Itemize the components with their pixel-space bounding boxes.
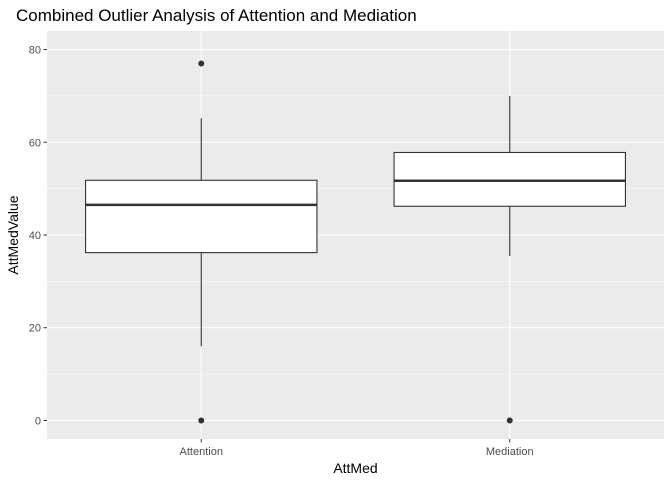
outlier-point [198,60,205,67]
x-tick-label: Mediation [486,446,534,458]
y-tick-label: 0 [35,415,41,427]
boxplot-attention [85,60,318,424]
x-tick-label: Attention [180,446,223,458]
boxplot-mediation [393,95,626,424]
outlier-point [506,417,513,424]
y-axis-title: AttMedValue [5,195,21,274]
outlier-point [198,417,205,424]
box-iqr [393,151,626,207]
boxplots [85,60,626,424]
box-iqr [85,179,318,254]
y-tick-label: 20 [29,323,41,335]
axis-ticks: 0 20 40 60 80 Attention Mediation [29,45,534,458]
y-tick-label: 60 [29,137,41,149]
chart-title: Combined Outlier Analysis of Attention a… [16,6,417,25]
y-tick-label: 80 [29,45,41,57]
x-axis-title: AttMed [333,460,377,476]
y-tick-label: 40 [29,230,41,242]
